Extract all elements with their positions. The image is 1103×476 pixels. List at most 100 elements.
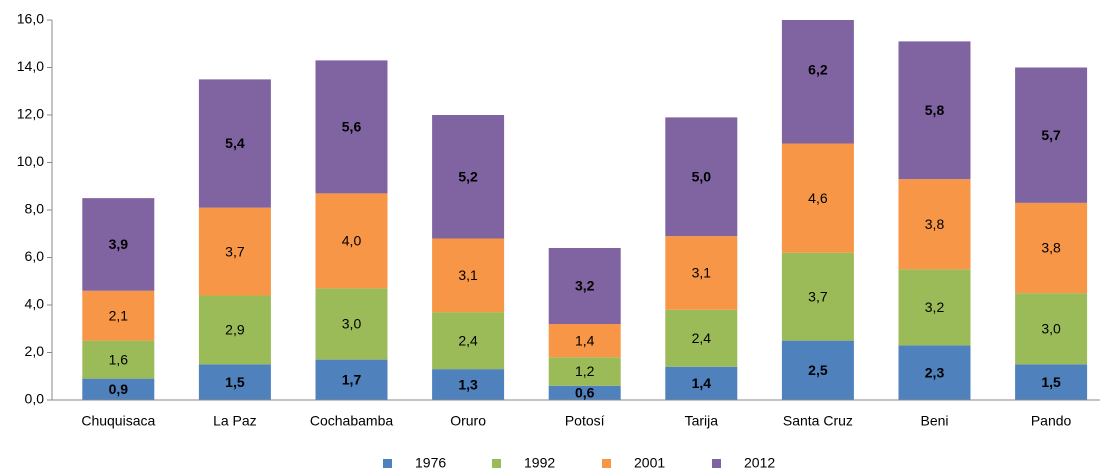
data-label: 1,5 [1041, 374, 1061, 390]
legend-swatch [602, 459, 611, 468]
bar-segment [665, 309, 738, 367]
bar-segment [1015, 293, 1088, 365]
bar-segment [665, 117, 738, 237]
bar-segment [432, 312, 505, 370]
bar-segment [198, 79, 271, 208]
y-tick-label: 6,0 [25, 248, 45, 264]
data-label: 1,4 [575, 332, 595, 348]
bar-segment [898, 345, 971, 400]
data-label: 3,8 [1041, 240, 1061, 256]
data-label: 6,2 [808, 62, 828, 78]
data-label: 3,0 [1041, 320, 1061, 336]
legend-label: 2001 [634, 455, 665, 471]
legend-swatch [492, 459, 501, 468]
data-label: 2,4 [692, 330, 712, 346]
y-tick-label: 12,0 [17, 106, 44, 122]
data-label: 1,2 [575, 363, 595, 379]
x-tick-label: La Paz [213, 413, 257, 429]
bar-segment [432, 369, 505, 400]
bar-segment [82, 378, 155, 400]
x-tick-label: Cochabamba [310, 413, 393, 429]
data-label: 4,6 [808, 190, 828, 206]
bar-segment [82, 340, 155, 379]
legend-label: 1976 [415, 455, 446, 471]
bar-segment [82, 290, 155, 341]
bar-segment [548, 248, 621, 324]
plot-area [82, 20, 1088, 400]
bar-segment [781, 252, 854, 341]
data-label: 5,8 [925, 102, 945, 118]
bar-segment [781, 143, 854, 253]
data-label: 3,7 [225, 243, 245, 259]
data-label: 1,3 [458, 376, 478, 392]
data-label: 3,9 [109, 236, 129, 252]
legend-label: 1992 [524, 455, 555, 471]
data-label: 0,9 [109, 381, 129, 397]
y-tick-label: 10,0 [17, 153, 44, 169]
legend-swatch [712, 459, 721, 468]
bar-segment [898, 269, 971, 346]
data-label: 3,0 [342, 316, 362, 332]
x-tick-label: Pando [1031, 413, 1072, 429]
y-tick-label: 2,0 [25, 343, 45, 359]
data-label: 5,4 [225, 135, 245, 151]
data-label: 1,6 [109, 351, 129, 367]
y-tick-label: 4,0 [25, 296, 45, 312]
legend-label: 2012 [744, 455, 775, 471]
data-label: 2,9 [225, 322, 245, 338]
data-label: 4,0 [342, 233, 362, 249]
data-label: 3,2 [925, 299, 945, 315]
legend-swatch [383, 459, 392, 468]
data-label: 5,6 [342, 119, 362, 135]
bar-segment [1015, 67, 1088, 203]
data-label: 3,1 [458, 267, 478, 283]
data-label: 5,7 [1041, 127, 1061, 143]
data-label: 5,2 [458, 168, 478, 184]
data-label: 0,6 [575, 385, 595, 401]
x-tick-label: Beni [920, 413, 948, 429]
bar-segment [898, 179, 971, 270]
data-label: 2,5 [808, 362, 828, 378]
y-tick-label: 0,0 [25, 391, 45, 407]
bar-segment [315, 359, 388, 400]
y-tick-label: 14,0 [17, 58, 44, 74]
data-label: 3,1 [692, 265, 712, 281]
bar-segment [315, 288, 388, 360]
data-label: 5,0 [692, 168, 712, 184]
bar-segment [898, 41, 971, 180]
bar-segment [1015, 202, 1088, 294]
bar-segment [781, 20, 854, 144]
x-tick-label: Potosí [565, 413, 605, 429]
data-label: 1,4 [692, 375, 712, 391]
bar-segment [198, 207, 271, 296]
bar-segment [315, 193, 388, 289]
data-label: 1,7 [342, 372, 362, 388]
bar-segment [198, 364, 271, 400]
bar-segment [198, 295, 271, 365]
x-tick-label: Santa Cruz [783, 413, 853, 429]
y-tick-label: 16,0 [17, 11, 44, 27]
bar-segment [432, 238, 505, 313]
bar-segment [665, 366, 738, 400]
bar-segment [548, 324, 621, 358]
data-label: 2,4 [458, 332, 478, 348]
bar-segment [548, 385, 621, 400]
data-label: 3,7 [808, 288, 828, 304]
data-label: 3,2 [575, 278, 595, 294]
y-tick-label: 8,0 [25, 201, 45, 217]
bar-segment [432, 115, 505, 239]
bar-segment [315, 60, 388, 194]
bar-segment [781, 340, 854, 400]
bar-segment [1015, 364, 1088, 400]
data-label: 2,3 [925, 364, 945, 380]
data-label: 2,1 [109, 307, 129, 323]
x-tick-label: Tarija [685, 413, 719, 429]
bar-segment [665, 236, 738, 310]
bar-segment [82, 198, 155, 291]
x-tick-label: Chuquisaca [81, 413, 155, 429]
x-tick-label: Oruro [450, 413, 486, 429]
data-label: 1,5 [225, 374, 245, 390]
data-label: 3,8 [925, 216, 945, 232]
bar-segment [548, 357, 621, 386]
